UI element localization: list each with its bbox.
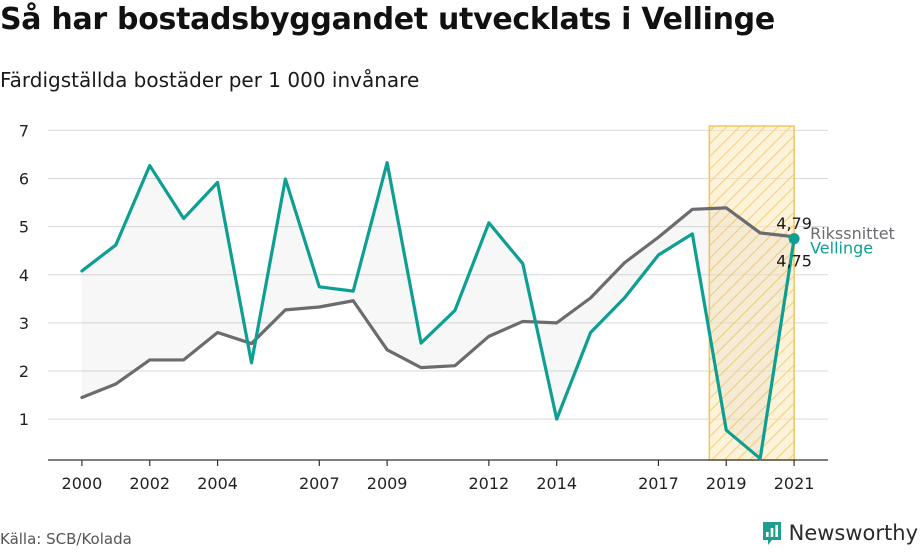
annotation-vellinge-value: 4,75 — [776, 252, 812, 271]
x-tick-label-2002: 2002 — [129, 474, 170, 493]
x-tick-label-2012: 2012 — [469, 474, 510, 493]
brand-logo: Newsworthy — [761, 518, 918, 548]
x-tick-label-2009: 2009 — [367, 474, 408, 493]
highlight-hatch — [709, 126, 795, 460]
brand-name: Newsworthy — [788, 521, 918, 545]
source-note: Källa: SCB/Kolada — [0, 530, 132, 548]
highlight-region — [708, 125, 795, 461]
difference-band — [81, 162, 795, 459]
series-label-vellinge: Vellinge — [810, 239, 873, 258]
x-tick-label-2019: 2019 — [706, 474, 747, 493]
series-label-riket: Rikssnittet — [810, 224, 895, 243]
x-tick-label-2014: 2014 — [536, 474, 577, 493]
y-tick-label-3: 3 — [19, 314, 29, 333]
y-tick-label-7: 7 — [19, 121, 29, 140]
vellinge-end-point — [788, 233, 800, 245]
y-tick-label-4: 4 — [19, 266, 29, 285]
x-tick-label-2004: 2004 — [197, 474, 238, 493]
x-axis — [48, 459, 828, 466]
series-line-vellinge — [80, 161, 796, 461]
tick-labels: 1 2 3 4 5 6 7 2000 2002 2004 2007 2009 2012 2014 2017 2… — [19, 121, 815, 493]
x-tick-label-2021: 2021 — [774, 474, 815, 493]
chart-title: Så har bostadsbyggandet utvecklats i Vel… — [0, 2, 775, 37]
x-tick-label-2017: 2017 — [638, 474, 679, 493]
y-tick-label-5: 5 — [19, 218, 29, 237]
x-tick-label-2000: 2000 — [62, 474, 103, 493]
y-tick-label-1: 1 — [19, 410, 29, 429]
y-tick-label-6: 6 — [19, 170, 29, 189]
chart-subtitle: Färdigställda bostäder per 1 000 invånar… — [0, 68, 420, 92]
y-tick-label-2: 2 — [19, 362, 29, 381]
difference-area — [81, 162, 795, 459]
newsworthy-icon — [762, 522, 781, 545]
x-tick-label-2007: 2007 — [299, 474, 340, 493]
annotation-riket-value: 4,79 — [776, 214, 812, 233]
series-lines — [80, 161, 800, 461]
series-line-riket — [80, 206, 796, 400]
